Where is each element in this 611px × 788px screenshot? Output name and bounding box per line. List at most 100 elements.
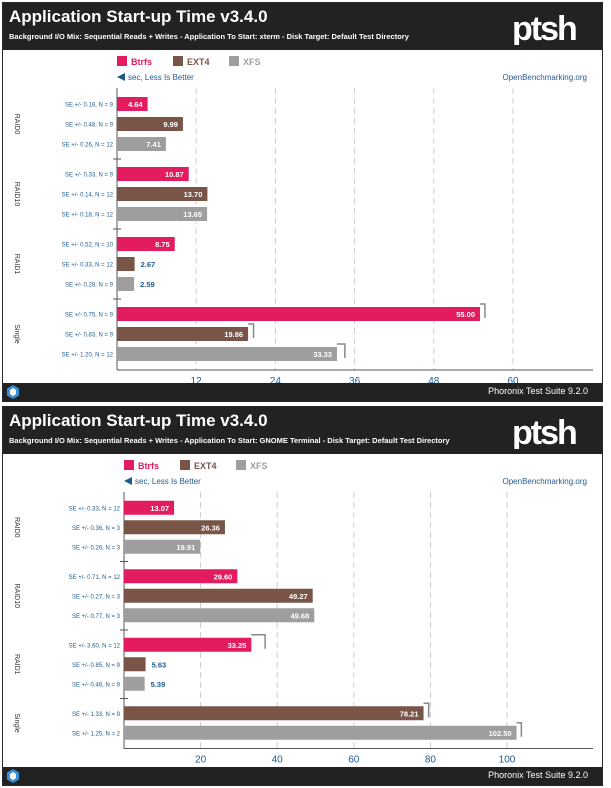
chart-header: Application Start-up Time v3.4.0 Backgro… <box>3 3 602 50</box>
bar-raid1-xfs <box>117 277 135 291</box>
legend-label-ext4: EXT4 <box>194 461 217 471</box>
bar-raid0-xfs <box>117 137 166 151</box>
value-label: 49.27 <box>289 592 308 601</box>
bar-raid1-btrfs <box>117 237 175 251</box>
value-label: 19.86 <box>224 330 243 339</box>
se-label: SE +/- 1.25, N = 2 <box>72 731 121 737</box>
se-label: SE +/- 0.46, N = 9 <box>72 682 121 688</box>
se-label: SE +/- 0.75, N = 9 <box>65 313 114 319</box>
legend-swatch-xfs <box>229 56 239 66</box>
error-bar <box>248 323 255 338</box>
bar-raid0-btrfs <box>117 97 148 111</box>
value-label: 13.65 <box>183 210 202 219</box>
bar-chart-gnome-terminal: Btrfs EXT4 XFS sec, Less Is Better OpenBench… <box>13 460 593 766</box>
x-tick-label-100: 100 <box>499 755 516 766</box>
chart-title: Application Start-up Time v3.4.0 <box>9 411 268 430</box>
se-label: SE +/- 0.33, N = 12 <box>62 263 114 269</box>
value-label: 2.59 <box>140 280 155 289</box>
se-label: SE +/- 0.18, N = 9 <box>65 103 114 109</box>
value-label: 5.63 <box>152 660 167 669</box>
legend-label-xfs: XFS <box>250 461 268 471</box>
error-bar <box>336 343 346 358</box>
value-label: 26.36 <box>201 523 220 532</box>
x-tick-label-40: 40 <box>272 755 284 766</box>
legend-swatch-btrfs <box>117 56 127 66</box>
value-label: 78.21 <box>400 709 419 718</box>
bar-single-btrfs <box>117 307 480 321</box>
arrow-left-icon <box>117 73 125 81</box>
se-label: SE +/- 1.20, N = 12 <box>62 353 114 359</box>
bar-raid0-ext4 <box>124 520 225 535</box>
pts-footer-icon <box>7 769 19 783</box>
bar-raid10-btrfs <box>117 167 189 181</box>
se-label: SE +/- 0.14, N = 12 <box>62 193 114 199</box>
error-bar <box>251 634 266 649</box>
legend-swatch-btrfs <box>124 460 134 470</box>
value-label: 8.75 <box>155 240 170 249</box>
group-label-raid1: RAID1 <box>13 654 20 675</box>
se-label: SE +/- 0.18, N = 12 <box>62 213 114 219</box>
legend-label-btrfs: Btrfs <box>138 461 159 471</box>
value-label: 9.99 <box>163 120 178 129</box>
se-label: SE +/- 0.28, N = 9 <box>65 283 114 289</box>
bar-raid10-btrfs <box>124 569 238 584</box>
bar-raid0-ext4 <box>117 117 183 131</box>
se-label: SE +/- 0.26, N = 12 <box>62 143 114 149</box>
chart-footer: Phoronix Test Suite 9.2.0 <box>3 767 602 785</box>
group-label-raid0: RAID0 <box>13 517 20 538</box>
bar-raid10-xfs <box>117 207 208 221</box>
bar-raid10-xfs <box>124 608 315 623</box>
pts-footer-icon <box>7 385 19 399</box>
pts-logo-icon: ptsh <box>512 10 578 45</box>
group-label-raid10: RAID10 <box>13 182 20 207</box>
footer-version: Phoronix Test Suite 9.2.0 <box>488 770 588 780</box>
error-bar <box>516 722 523 737</box>
bar-raid10-ext4 <box>117 187 208 201</box>
chart-panel-xterm: Application Start-up Time v3.4.0 Backgro… <box>2 2 603 402</box>
x-tick-label-48: 48 <box>428 376 440 385</box>
bar-single-ext4 <box>117 327 249 341</box>
direction-label: sec, Less Is Better <box>135 477 201 486</box>
arrow-left-icon <box>124 477 132 485</box>
legend-label-ext4: EXT4 <box>187 57 210 67</box>
se-label: SE +/- 1.33, N = 9 <box>72 712 121 718</box>
se-label: SE +/- 0.77, N = 3 <box>72 614 121 620</box>
x-tick-label-20: 20 <box>195 755 207 766</box>
pts-logo-text: ptsh <box>512 10 576 45</box>
se-label: SE +/- 0.27, N = 3 <box>72 594 121 600</box>
value-label: 19.91 <box>176 543 195 552</box>
chart-subtitle: Background I/O Mix: Sequential Reads + W… <box>9 436 450 445</box>
value-label: 13.07 <box>150 504 169 513</box>
x-tick-label-60: 60 <box>507 376 519 385</box>
value-label: 10.87 <box>165 170 184 179</box>
chart-footer: Phoronix Test Suite 9.2.0 <box>3 383 602 401</box>
chart-subtitle: Background I/O Mix: Sequential Reads + W… <box>9 32 409 41</box>
chart-header: Application Start-up Time v3.4.0 Backgro… <box>3 407 602 454</box>
x-tick-label-36: 36 <box>349 376 361 385</box>
bar-raid1-btrfs <box>124 637 252 652</box>
footer-version: Phoronix Test Suite 9.2.0 <box>488 386 588 396</box>
direction-label: sec, Less Is Better <box>128 73 194 82</box>
x-tick-label-12: 12 <box>191 376 203 385</box>
bar-single-xfs <box>124 725 517 740</box>
bar-raid0-xfs <box>124 539 201 554</box>
chart-panel-gnome-terminal: Application Start-up Time v3.4.0 Backgro… <box>2 406 603 786</box>
error-bar <box>423 702 430 718</box>
group-label-raid0: RAID0 <box>13 114 20 135</box>
se-label: SE +/- 0.33, N = 9 <box>65 173 114 179</box>
value-label: 33.25 <box>228 641 247 650</box>
value-label: 4.64 <box>128 100 143 109</box>
source-label: OpenBenchmarking.org <box>503 477 588 486</box>
chart-title: Application Start-up Time v3.4.0 <box>9 7 268 26</box>
value-label: 5.39 <box>151 680 166 689</box>
legend-label-xfs: XFS <box>243 57 261 67</box>
pts-logo-text: ptsh <box>512 414 576 449</box>
bar-raid10-ext4 <box>124 588 313 603</box>
group-label-single: Single <box>13 713 20 733</box>
bar-raid1-ext4 <box>124 657 146 672</box>
bar-raid1-ext4 <box>117 257 135 271</box>
value-label: 7.41 <box>146 140 161 149</box>
legend-swatch-ext4 <box>180 460 190 470</box>
group-label-raid1: RAID1 <box>13 254 20 275</box>
legend-label-btrfs: Btrfs <box>131 57 152 67</box>
